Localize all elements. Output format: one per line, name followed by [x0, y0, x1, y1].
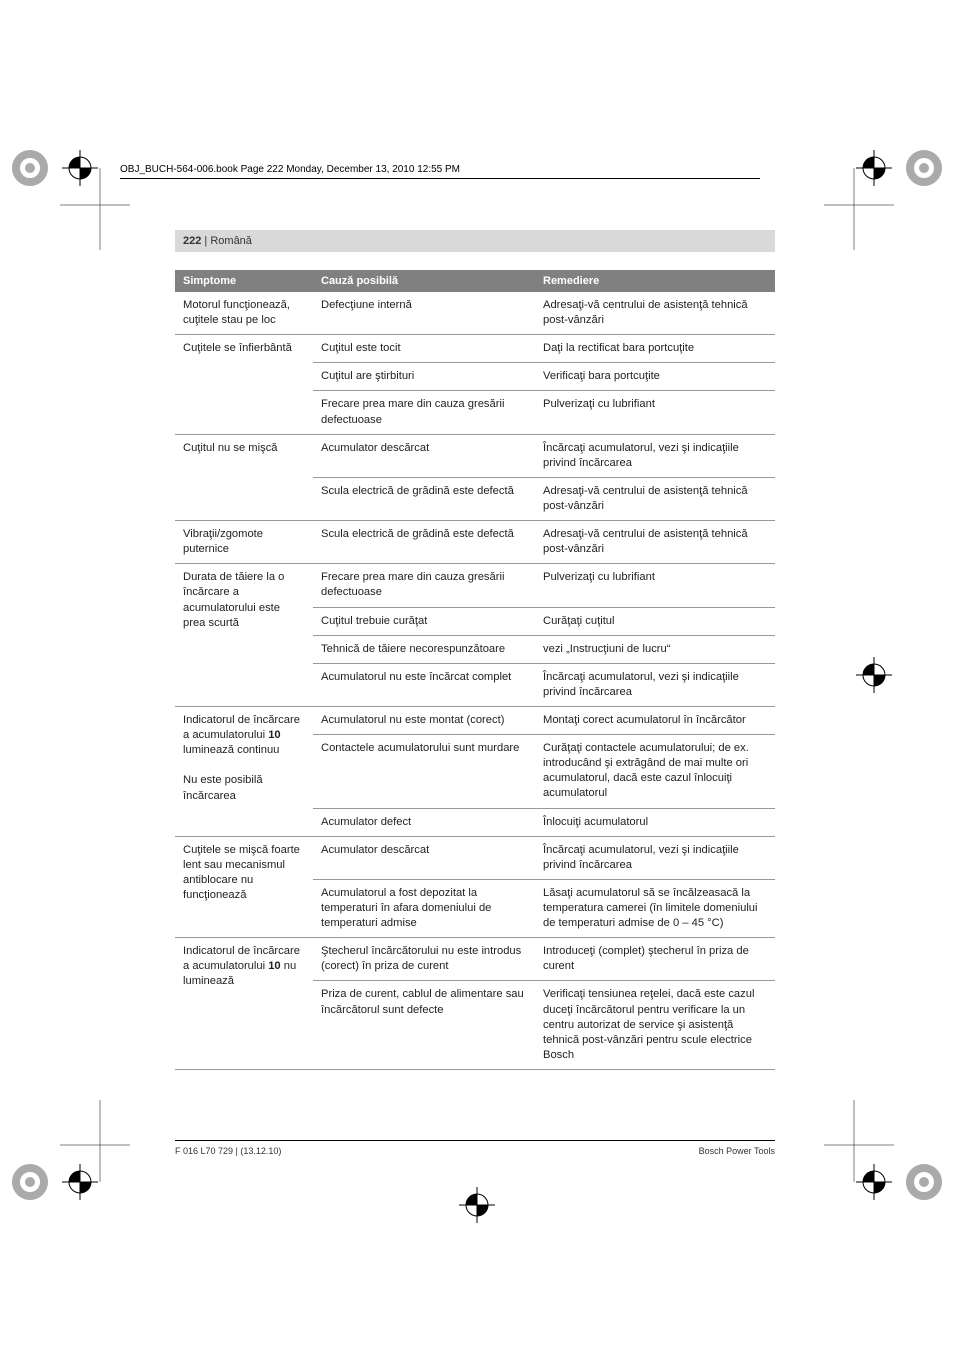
cause-cell: Cuţitul este tocit [313, 335, 535, 363]
footer-right: Bosch Power Tools [699, 1146, 775, 1156]
remedy-cell: Montaţi corect acumulatorul în încărcăto… [535, 706, 775, 734]
table-row: Durata de tăiere la o încărcare a acumul… [175, 564, 775, 607]
table-row: Vibraţii/zgomote puterniceScula electric… [175, 521, 775, 564]
remedy-cell: Curăţaţi contactele acumulatorului; de e… [535, 735, 775, 808]
cause-cell: Acumulator descărcat [313, 836, 535, 879]
table-header-row: Simptome Cauză posibilă Remediere [175, 270, 775, 292]
remedy-cell: vezi „Instrucţiuni de lucru“ [535, 635, 775, 663]
symptom-cell: Vibraţii/zgomote puternice [175, 521, 313, 564]
symptom-cell: Cuţitele se mişcă foarte lent sau mecani… [175, 836, 313, 938]
remedy-cell: Încărcaţi acumulatorul, vezi şi indicaţi… [535, 836, 775, 879]
page-language: Română [210, 235, 252, 247]
troubleshooting-table: Simptome Cauză posibilă Remediere Motoru… [175, 270, 775, 1070]
cause-cell: Acumulatorul a fost depozitat la tempera… [313, 879, 535, 937]
table-row: Cuţitele se înfierbântăCuţitul este toci… [175, 335, 775, 363]
page-content: 222 | Română Simptome Cauză posibilă Rem… [175, 230, 775, 1070]
cause-cell: Defecţiune internă [313, 292, 535, 335]
remedy-cell: Adresaţi-vă centrului de asistenţă tehni… [535, 477, 775, 520]
cause-cell: Ştecherul încărcătorului nu este introdu… [313, 938, 535, 981]
table-row: Cuţitele se mişcă foarte lent sau mecani… [175, 836, 775, 879]
page-number: 222 [183, 235, 201, 247]
cause-cell: Acumulatorul nu este montat (corect) [313, 706, 535, 734]
book-page-info: OBJ_BUCH-564-006.book Page 222 Monday, D… [120, 164, 760, 179]
cause-cell: Cuţitul are ştirbituri [313, 363, 535, 391]
remedy-cell: Introduceţi (complet) ştecherul în priza… [535, 938, 775, 981]
cause-cell: Priza de curent, cablul de alimentare sa… [313, 981, 535, 1070]
remedy-cell: Înlocuiţi acumulatorul [535, 808, 775, 836]
remedy-cell: Pulverizaţi cu lubrifiant [535, 391, 775, 434]
col-cause: Cauză posibilă [313, 270, 535, 292]
table-row: Indicatorul de încărcare a acumulatorulu… [175, 938, 775, 981]
symptom-cell: Indicatorul de încărcare a acumulatorulu… [175, 706, 313, 836]
cause-cell: Contactele acumulatorului sunt murdare [313, 735, 535, 808]
cause-cell: Frecare prea mare din cauza gresării def… [313, 391, 535, 434]
remedy-cell: Încărcaţi acumulatorul, vezi şi indicaţi… [535, 434, 775, 477]
cause-cell: Frecare prea mare din cauza gresării def… [313, 564, 535, 607]
cause-cell: Acumulatorul nu este încărcat complet [313, 663, 535, 706]
cause-cell: Acumulator descărcat [313, 434, 535, 477]
remedy-cell: Lăsaţi acumulatorul să se încălzeasacă l… [535, 879, 775, 937]
table-row: Indicatorul de încărcare a acumulatorulu… [175, 706, 775, 734]
remedy-cell: Adresaţi-vă centrului de asistenţă tehni… [535, 292, 775, 335]
symptom-cell: Cuţitele se înfierbântă [175, 335, 313, 434]
remedy-cell: Pulverizaţi cu lubrifiant [535, 564, 775, 607]
symptom-cell: Motorul funcţionează, cuţitele stau pe l… [175, 292, 313, 335]
footer-left: F 016 L70 729 | (13.12.10) [175, 1146, 281, 1156]
col-symptom: Simptome [175, 270, 313, 292]
remedy-cell: Adresaţi-vă centrului de asistenţă tehni… [535, 521, 775, 564]
col-remedy: Remediere [535, 270, 775, 292]
cause-cell: Acumulator defect [313, 808, 535, 836]
table-row: Cuţitul nu se mişcăAcumulator descărcatÎ… [175, 434, 775, 477]
page-footer: F 016 L70 729 | (13.12.10) Bosch Power T… [175, 1140, 775, 1156]
symptom-cell: Cuţitul nu se mişcă [175, 434, 313, 520]
remedy-cell: Curăţaţi cuţitul [535, 607, 775, 635]
symptom-cell: Durata de tăiere la o încărcare a acumul… [175, 564, 313, 707]
symptom-cell: Indicatorul de încărcare a acumulatorulu… [175, 938, 313, 1070]
cause-cell: Tehnică de tăiere necorespunzătoare [313, 635, 535, 663]
page-header: 222 | Română [175, 230, 775, 252]
table-row: Motorul funcţionează, cuţitele stau pe l… [175, 292, 775, 335]
cause-cell: Scula electrică de grădină este defectă [313, 477, 535, 520]
cause-cell: Scula electrică de grădină este defectă [313, 521, 535, 564]
remedy-cell: Verificaţi bara portcuţite [535, 363, 775, 391]
remedy-cell: Verificaţi tensiunea reţelei, dacă este … [535, 981, 775, 1070]
page-sep: | [201, 235, 210, 247]
remedy-cell: Încărcaţi acumulatorul, vezi şi indicaţi… [535, 663, 775, 706]
cause-cell: Cuţitul trebuie curăţat [313, 607, 535, 635]
remedy-cell: Daţi la rectificat bara portcuţite [535, 335, 775, 363]
